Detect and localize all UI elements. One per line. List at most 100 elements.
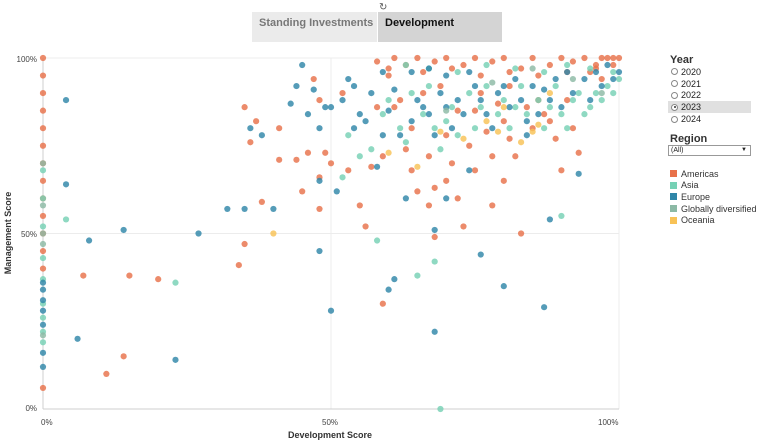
data-point-globally-diversified[interactable]	[39, 230, 47, 237]
data-point-asia[interactable]	[598, 97, 605, 104]
data-point-europe[interactable]	[258, 132, 265, 139]
data-point-americas[interactable]	[500, 177, 507, 184]
data-point-asia[interactable]	[564, 61, 571, 69]
data-point-americas[interactable]	[598, 75, 605, 83]
data-point-americas[interactable]	[500, 118, 507, 125]
data-point-americas[interactable]	[39, 142, 47, 149]
data-point-europe[interactable]	[327, 307, 335, 314]
data-point-europe[interactable]	[523, 132, 530, 139]
data-point-asia[interactable]	[587, 104, 594, 111]
data-point-americas[interactable]	[322, 149, 329, 156]
data-point-americas[interactable]	[304, 149, 312, 156]
data-point-europe[interactable]	[356, 111, 363, 118]
data-point-europe[interactable]	[379, 132, 386, 139]
data-point-europe[interactable]	[587, 97, 594, 104]
data-point-asia[interactable]	[477, 104, 484, 111]
data-point-europe[interactable]	[506, 104, 513, 111]
data-point-asia[interactable]	[569, 97, 577, 104]
data-point-europe[interactable]	[362, 118, 369, 125]
data-point-asia[interactable]	[581, 111, 588, 118]
data-point-americas[interactable]	[39, 72, 47, 79]
data-point-asia[interactable]	[172, 279, 179, 286]
data-point-americas[interactable]	[448, 160, 456, 167]
data-point-asia[interactable]	[500, 97, 507, 104]
data-point-europe[interactable]	[373, 163, 381, 170]
data-point-europe[interactable]	[431, 132, 438, 139]
data-point-asia[interactable]	[615, 75, 623, 83]
data-point-americas[interactable]	[345, 167, 352, 174]
data-point-asia[interactable]	[523, 111, 530, 118]
data-point-americas[interactable]	[558, 167, 565, 174]
legend-item-oceania[interactable]: Oceania	[670, 214, 757, 226]
data-point-globally-diversified[interactable]	[443, 107, 450, 114]
data-point-europe[interactable]	[425, 65, 433, 72]
refresh-icon[interactable]: ↻	[379, 2, 388, 13]
data-point-asia[interactable]	[339, 174, 346, 181]
data-point-asia[interactable]	[483, 82, 490, 90]
data-point-europe[interactable]	[552, 75, 559, 83]
data-point-asia[interactable]	[39, 339, 47, 346]
data-point-americas[interactable]	[385, 65, 392, 72]
data-point-asia[interactable]	[39, 254, 47, 262]
data-point-europe[interactable]	[241, 205, 248, 213]
data-point-europe[interactable]	[316, 247, 323, 255]
data-point-americas[interactable]	[397, 97, 404, 104]
data-point-europe[interactable]	[304, 111, 312, 118]
data-point-asia[interactable]	[535, 97, 542, 104]
data-point-asia[interactable]	[437, 405, 444, 413]
data-point-europe[interactable]	[345, 75, 352, 83]
data-point-asia[interactable]	[552, 82, 559, 90]
tab-standing-investments[interactable]: Standing Investments	[252, 12, 377, 42]
data-point-oceania[interactable]	[500, 104, 507, 111]
data-point-europe[interactable]	[391, 276, 398, 283]
data-point-europe[interactable]	[546, 216, 553, 223]
data-point-americas[interactable]	[460, 223, 467, 230]
data-point-europe[interactable]	[598, 82, 605, 90]
data-point-asia[interactable]	[356, 153, 363, 160]
data-point-asia[interactable]	[448, 104, 456, 111]
data-point-globally-diversified[interactable]	[39, 160, 47, 167]
data-point-europe[interactable]	[460, 111, 467, 118]
data-point-americas[interactable]	[437, 82, 444, 90]
data-point-asia[interactable]	[39, 167, 47, 174]
data-point-europe[interactable]	[558, 104, 565, 111]
data-point-americas[interactable]	[316, 205, 323, 213]
data-point-europe[interactable]	[471, 82, 479, 90]
data-point-americas[interactable]	[517, 230, 525, 237]
data-point-asia[interactable]	[506, 125, 513, 132]
data-point-americas[interactable]	[483, 128, 490, 135]
data-point-europe[interactable]	[224, 205, 231, 213]
data-point-europe[interactable]	[466, 167, 473, 174]
data-point-asia[interactable]	[402, 139, 409, 146]
data-point-americas[interactable]	[379, 153, 386, 160]
data-point-europe[interactable]	[529, 82, 536, 90]
data-point-europe[interactable]	[350, 82, 358, 90]
data-point-asia[interactable]	[402, 61, 409, 69]
data-point-europe[interactable]	[575, 170, 582, 177]
data-point-europe[interactable]	[500, 82, 507, 90]
data-point-oceania[interactable]	[385, 149, 392, 156]
data-point-europe[interactable]	[322, 104, 329, 111]
data-point-europe[interactable]	[85, 237, 93, 244]
data-point-americas[interactable]	[431, 58, 438, 65]
data-point-oceania[interactable]	[270, 230, 277, 237]
data-point-europe[interactable]	[39, 349, 47, 356]
data-point-americas[interactable]	[431, 233, 438, 241]
data-point-europe[interactable]	[425, 111, 433, 118]
data-point-americas[interactable]	[356, 202, 363, 209]
data-point-americas[interactable]	[477, 72, 484, 79]
data-point-europe[interactable]	[333, 188, 340, 195]
data-point-oceania[interactable]	[494, 128, 502, 135]
data-point-europe[interactable]	[270, 205, 277, 213]
data-point-europe[interactable]	[500, 283, 507, 290]
data-point-americas[interactable]	[500, 54, 507, 62]
data-point-americas[interactable]	[506, 82, 513, 90]
data-point-europe[interactable]	[541, 304, 548, 311]
data-point-europe[interactable]	[437, 90, 444, 97]
data-point-americas[interactable]	[327, 160, 335, 167]
data-point-asia[interactable]	[385, 97, 392, 104]
legend-item-americas[interactable]: Americas	[670, 168, 757, 180]
data-point-asia[interactable]	[437, 146, 444, 153]
data-point-americas[interactable]	[506, 68, 513, 76]
data-point-americas[interactable]	[604, 54, 611, 62]
